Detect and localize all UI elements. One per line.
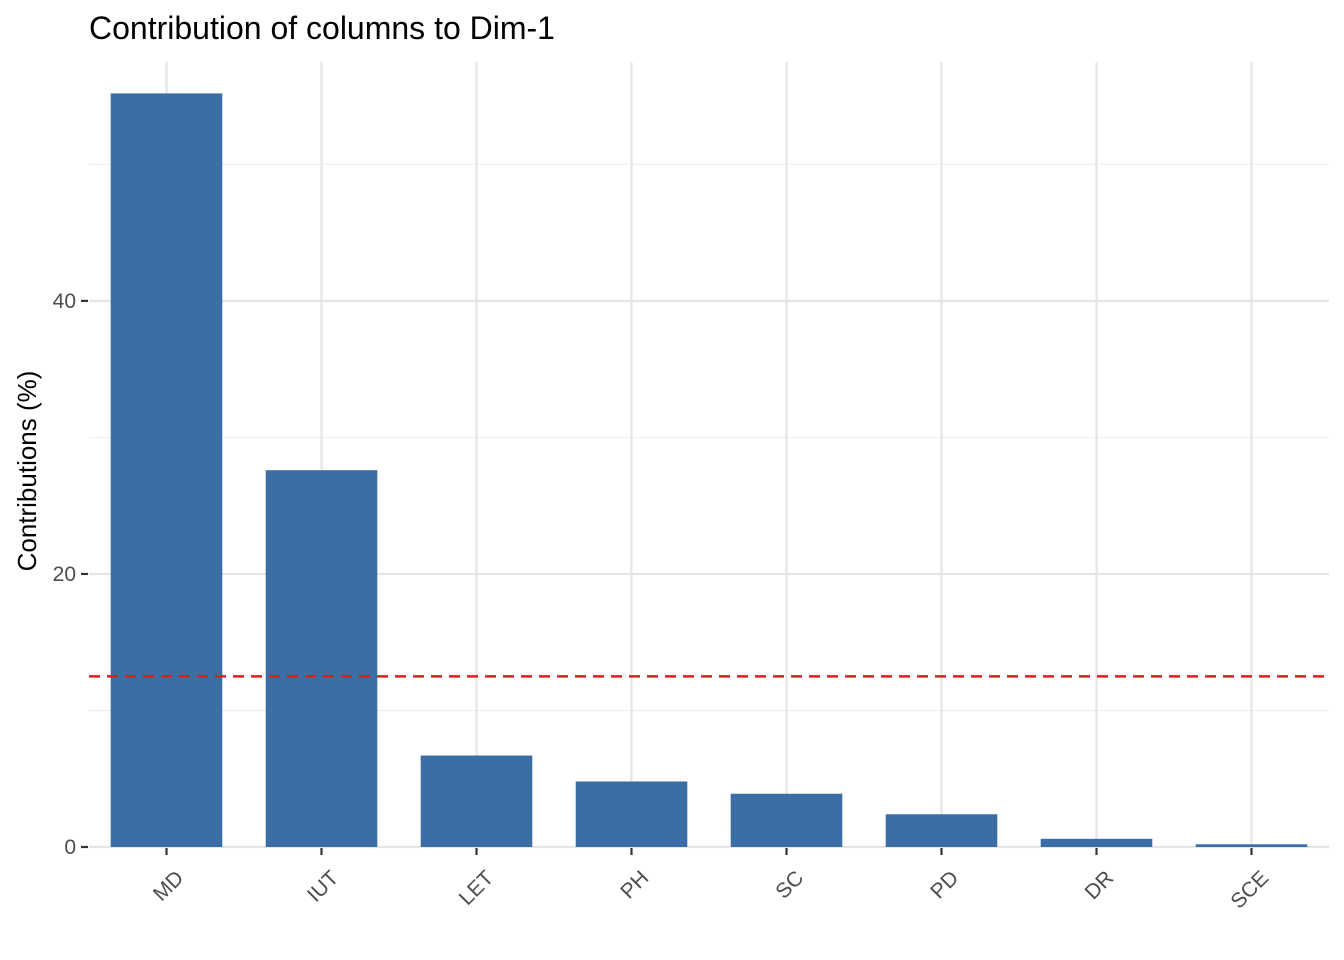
bar-sc	[730, 793, 843, 847]
bar-ph	[575, 781, 688, 847]
bars	[110, 93, 1308, 847]
x-tick-label: SCE	[1226, 866, 1273, 913]
bar-let	[420, 755, 533, 847]
bar-dr	[1040, 838, 1153, 847]
bar-iut	[265, 470, 378, 847]
y-tick-label: 0	[64, 836, 76, 859]
y-tick-label: 40	[53, 290, 76, 313]
x-tick-label: PH	[616, 866, 653, 903]
gridlines	[89, 62, 1329, 849]
bar-sce	[1195, 844, 1308, 847]
x-tick-label: MD	[149, 866, 188, 905]
x-tick-label: PD	[926, 866, 963, 903]
x-tick-label: SC	[771, 866, 808, 903]
bar-pd	[885, 814, 998, 847]
y-axis-title: Contributions (%)	[12, 371, 42, 572]
y-tick-label: 20	[53, 563, 76, 586]
x-tick-label: IUT	[303, 866, 343, 906]
bar-md	[110, 93, 223, 847]
x-tick-label: LET	[455, 866, 499, 910]
x-tick-label: DR	[1081, 866, 1119, 904]
chart-title: Contribution of columns to Dim-1	[89, 10, 555, 46]
